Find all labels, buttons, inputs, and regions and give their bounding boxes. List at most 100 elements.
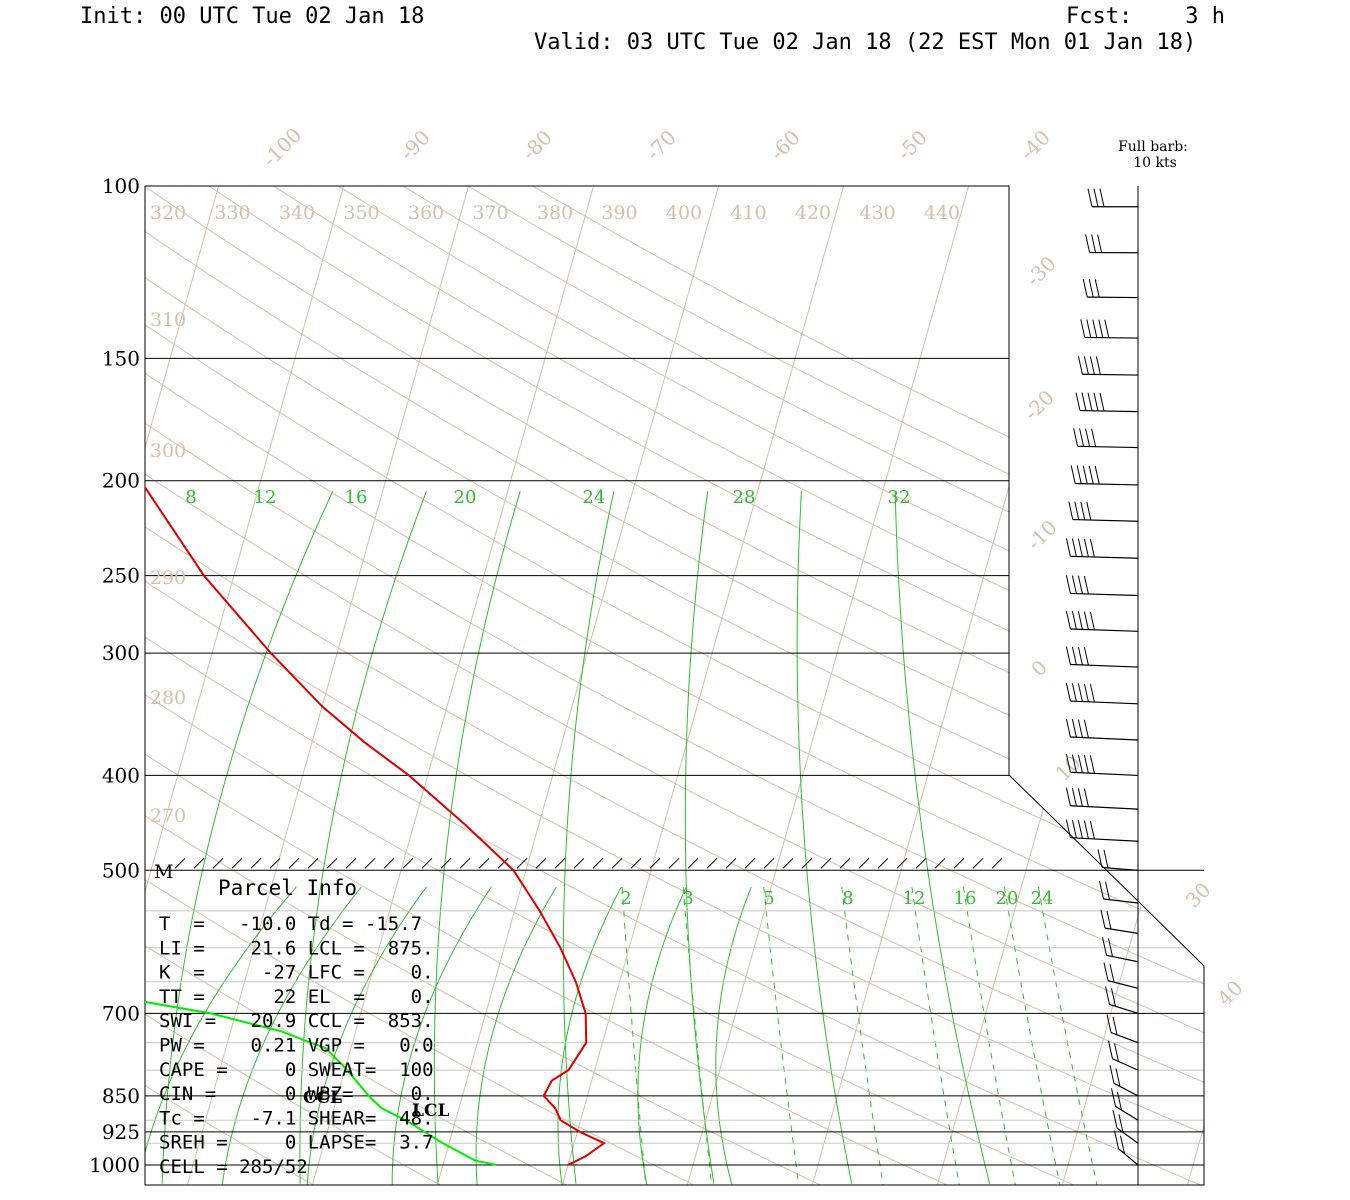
mixing-ratio-label: 3: [682, 888, 693, 909]
wind-barb-staff: [1070, 592, 1139, 597]
wind-barb-feather: [1071, 611, 1077, 630]
plot-frame: [144, 185, 1205, 1186]
theta-label: 430: [859, 202, 895, 224]
wind-barb-staff: [1077, 445, 1139, 449]
sounding-profiles: [145, 206, 607, 1166]
wind-barb-feather: [1089, 611, 1095, 630]
moist-adiabat-lower: [306, 886, 427, 1185]
wind-barb-staff: [1082, 373, 1139, 376]
wind-barb-feather: [1111, 1088, 1116, 1107]
hatch: [934, 857, 946, 869]
ccl-marker: CCL: [303, 1088, 342, 1108]
wind-barb-feather: [1070, 465, 1076, 484]
wind-barb-feather: [1099, 880, 1104, 900]
pressure-label: 200: [102, 469, 140, 493]
hatch: [744, 857, 756, 869]
mixing-ratio-line: [962, 886, 1016, 1185]
isotherm: [1312, 141, 1350, 1186]
wind-barb-feather: [1068, 501, 1074, 520]
wind-barb-staff: [1116, 1127, 1139, 1144]
isotherm-label: -20: [1019, 385, 1059, 425]
parcel-info-box: M Parcel Info CCL LCL T = -10.0 Td = -15…: [154, 861, 449, 1178]
wind-barb-feather: [1076, 465, 1082, 484]
hatch: [497, 857, 509, 869]
theta-label: 410: [730, 202, 766, 224]
wind-barb-feather: [1065, 819, 1071, 838]
wind-barb-feather: [1106, 1014, 1112, 1033]
wind-barb-feather: [1077, 611, 1083, 630]
wind-barb-staff: [1104, 927, 1139, 934]
wind-barb-feather: [1089, 683, 1095, 703]
hatch: [326, 857, 338, 869]
wind-barb-feather: [1099, 392, 1105, 412]
hatch: [877, 857, 889, 869]
hatch: [858, 857, 870, 869]
hatch: [687, 857, 699, 869]
theta-label: 380: [537, 202, 573, 224]
wind-barb-feather: [1082, 465, 1088, 484]
barb-legend-line2: 10 kts: [1133, 155, 1177, 171]
parcel-info-row: T = -10.0 Td = -15.7: [159, 913, 422, 935]
dry-adiabat: [145, 186, 1204, 1185]
wind-barb-feather: [1103, 849, 1109, 869]
wind-barb-feather: [1083, 611, 1089, 630]
moist-adiabat-lower: [637, 886, 687, 1185]
isotherm: [311, 186, 607, 1185]
moist-adiabat-lower: [475, 886, 557, 1185]
moist-adiabat-lower: [557, 886, 622, 1185]
wind-barb-feather: [1088, 279, 1094, 298]
mixing-ratio-line: [841, 886, 884, 1185]
hatch: [440, 857, 452, 869]
hatch: [725, 857, 737, 869]
hatch: [212, 857, 224, 869]
mixing-ratio-label: 24: [583, 487, 606, 508]
wind-barb-feather: [1105, 881, 1110, 900]
theta-label: 280: [150, 687, 186, 709]
wind-barb-feather: [1103, 962, 1109, 981]
wind-barb-staff: [1070, 663, 1139, 668]
wind-barb-feather: [1086, 501, 1092, 521]
wind-barb-staff: [1070, 736, 1139, 741]
wind-barb-feather: [1071, 646, 1077, 665]
wind-barb-feather: [1077, 683, 1083, 702]
wind-barb-feather: [1092, 319, 1098, 338]
dry-adiabat: [145, 186, 569, 1185]
mixing-ratio-line: [1003, 886, 1061, 1185]
mixing-ratio-label: 16: [345, 487, 368, 508]
hatch: [421, 857, 433, 869]
wind-barb-feather: [1108, 1040, 1113, 1059]
dry-adiabat: [145, 186, 1204, 1185]
wind-barb-feather: [1108, 938, 1113, 957]
mixing-ratio-label: 20: [996, 888, 1019, 909]
isotherm: [436, 186, 732, 1185]
moist-adiabat: [562, 491, 615, 1184]
barb-legend: Full barb: 10 kts: [1118, 139, 1188, 171]
dry-adiabat: [145, 186, 1204, 1185]
theta-label: 360: [408, 202, 444, 224]
dry-adiabat: [145, 186, 316, 1185]
dewpoint-profile: [145, 226, 497, 1166]
moist-adiabat-lower: [145, 886, 297, 1185]
hatch: [478, 857, 490, 869]
wind-barb-feather: [1109, 964, 1115, 983]
theta-label: 350: [343, 202, 379, 224]
mixing-ratio-label: 12: [254, 487, 277, 508]
theta-label: 400: [666, 202, 702, 224]
wind-barb-feather: [1083, 647, 1089, 666]
wind-barb-feather: [1071, 787, 1077, 807]
init-time: Init: 00 UTC Tue 02 Jan 18: [80, 4, 425, 29]
wind-barb-feather: [1097, 849, 1103, 868]
moist-adiabat-lower: [715, 886, 752, 1185]
hatch: [649, 857, 661, 869]
hatch: [991, 857, 1003, 869]
mixing-ratio-label: 24: [1031, 888, 1054, 909]
moist-adiabat: [796, 491, 853, 1184]
wind-barb-staff: [1106, 954, 1139, 963]
isotherm: [145, 186, 232, 1185]
parcel-info-row: Tc = -7.1 SHEAR= 48.: [159, 1107, 434, 1129]
wind-barb-feather: [1097, 234, 1103, 253]
mixing-ratio-line: [911, 886, 960, 1185]
pressure-label: 1000: [89, 1153, 140, 1177]
lcl-marker: LCL: [412, 1101, 449, 1121]
wind-barb-feather: [1098, 319, 1104, 338]
